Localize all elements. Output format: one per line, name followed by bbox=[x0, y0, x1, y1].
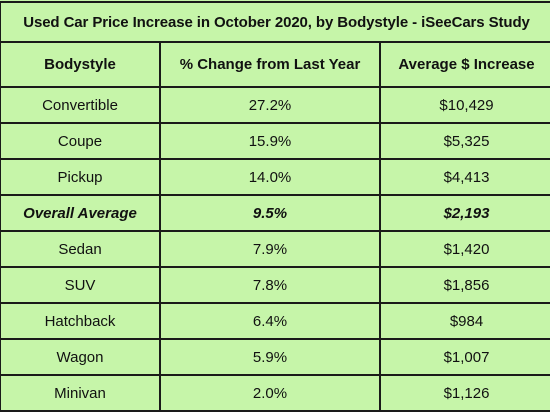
avg-increase-cell: $1,856 bbox=[378, 266, 550, 304]
pct-change-cell: 27.2% bbox=[159, 86, 381, 124]
table-row: Wagon 5.9% $1,007 bbox=[0, 338, 550, 376]
avg-increase-cell: $2,193 bbox=[378, 194, 550, 232]
table-row: Coupe 15.9% $5,325 bbox=[0, 122, 550, 160]
avg-increase-cell: $1,007 bbox=[378, 338, 550, 376]
bodystyle-cell: Pickup bbox=[0, 158, 161, 196]
avg-increase-cell: $1,420 bbox=[378, 230, 550, 268]
title-row: Used Car Price Increase in October 2020,… bbox=[0, 1, 550, 43]
avg-increase-cell: $4,413 bbox=[378, 158, 550, 196]
pct-change-cell: 5.9% bbox=[159, 338, 381, 376]
table-row: Minivan 2.0% $1,126 bbox=[0, 374, 550, 412]
avg-increase-cell: $10,429 bbox=[378, 86, 550, 124]
bodystyle-cell: Wagon bbox=[0, 338, 161, 376]
avg-increase-cell: $5,325 bbox=[378, 122, 550, 160]
table-body: Convertible 27.2% $10,429 Coupe 15.9% $5,325 P… bbox=[0, 86, 550, 412]
header-row: Bodystyle % Change from Last Year Averag… bbox=[0, 41, 550, 88]
pct-change-cell: 14.0% bbox=[159, 158, 381, 196]
pct-change-cell: 7.8% bbox=[159, 266, 381, 304]
pct-change-cell: 15.9% bbox=[159, 122, 381, 160]
column-header-avg-increase: Average $ Increase bbox=[378, 41, 550, 88]
pct-change-cell: 2.0% bbox=[159, 374, 381, 412]
bodystyle-cell: Minivan bbox=[0, 374, 161, 412]
pct-change-cell: 6.4% bbox=[159, 302, 381, 340]
overall-average-row: Overall Average 9.5% $2,193 bbox=[0, 194, 550, 232]
bodystyle-cell: Hatchback bbox=[0, 302, 161, 340]
table-row: Hatchback 6.4% $984 bbox=[0, 302, 550, 340]
pct-change-cell: 7.9% bbox=[159, 230, 381, 268]
table-row: Sedan 7.9% $1,420 bbox=[0, 230, 550, 268]
bodystyle-cell: Coupe bbox=[0, 122, 161, 160]
bodystyle-cell: SUV bbox=[0, 266, 161, 304]
pct-change-cell: 9.5% bbox=[159, 194, 381, 232]
bodystyle-cell: Sedan bbox=[0, 230, 161, 268]
table-row: Convertible 27.2% $10,429 bbox=[0, 86, 550, 124]
column-header-bodystyle: Bodystyle bbox=[0, 41, 161, 88]
bodystyle-cell: Overall Average bbox=[0, 194, 161, 232]
avg-increase-cell: $1,126 bbox=[378, 374, 550, 412]
table-row: SUV 7.8% $1,856 bbox=[0, 266, 550, 304]
avg-increase-cell: $984 bbox=[378, 302, 550, 340]
column-header-pct-change: % Change from Last Year bbox=[159, 41, 381, 88]
bodystyle-cell: Convertible bbox=[0, 86, 161, 124]
table-title: Used Car Price Increase in October 2020,… bbox=[0, 1, 550, 43]
table-row: Pickup 14.0% $4,413 bbox=[0, 158, 550, 196]
